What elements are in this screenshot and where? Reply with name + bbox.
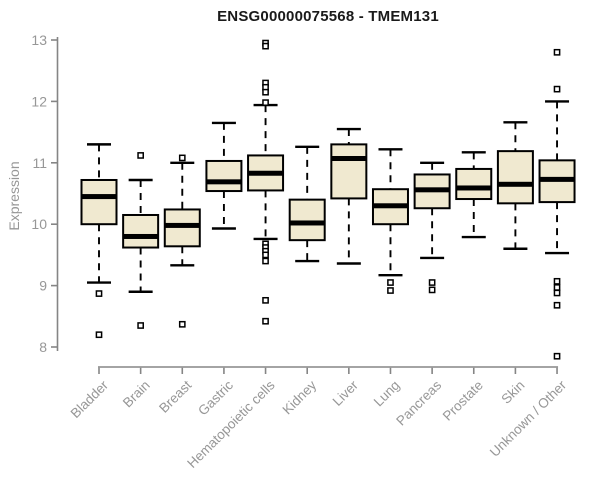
median-bar <box>372 203 408 209</box>
outlier-point <box>553 48 561 56</box>
y-tick-label: 12 <box>31 93 47 109</box>
outlier-point <box>137 322 144 329</box>
iqr-box <box>80 178 118 226</box>
outlier-point <box>553 85 561 93</box>
median-bar <box>456 185 492 191</box>
median-bar <box>81 194 117 200</box>
chart-title: ENSG00000075568 - TMEM131 <box>217 8 439 25</box>
x-tick-label: Gastric <box>195 377 236 418</box>
iqr-box <box>205 159 243 193</box>
median-bar <box>539 176 575 182</box>
x-tick-label: Bladder <box>68 377 112 421</box>
outlier-point <box>553 284 561 291</box>
iqr-box <box>122 213 160 249</box>
x-tick-label: Prostate <box>440 378 486 424</box>
iqr-box <box>330 143 368 200</box>
box-group-bladder: Bladder <box>68 143 118 421</box>
outlier-point <box>553 352 561 360</box>
box-group-lung: Lung <box>371 148 409 410</box>
iqr-box <box>496 150 534 205</box>
median-bar <box>206 179 242 185</box>
median-bar <box>248 170 284 176</box>
outlier-point <box>387 287 394 294</box>
outlier-point <box>428 286 436 294</box>
outlier-point <box>428 279 436 286</box>
outlier-point <box>262 317 269 325</box>
median-bar <box>414 187 450 193</box>
iqr-box <box>288 198 326 242</box>
y-tick-label: 10 <box>31 216 47 232</box>
x-tick-label: Skin <box>498 378 527 407</box>
x-tick-label: Liver <box>330 377 362 409</box>
outlier-point <box>553 289 561 297</box>
outlier-point <box>553 277 561 285</box>
box-group-skin: Skin <box>496 121 534 407</box>
outlier-point <box>553 301 561 309</box>
x-tick-label: Lung <box>371 378 403 410</box>
y-tick-label: 8 <box>39 339 47 355</box>
outlier-point <box>178 320 186 328</box>
outlier-point <box>262 42 269 50</box>
box-group-kidney: Kidney <box>280 145 326 417</box>
median-bar <box>289 220 325 226</box>
y-tick-label: 9 <box>39 278 47 294</box>
x-tick-label: Unknown / Other <box>487 377 570 460</box>
outlier-point <box>95 290 103 297</box>
median-bar <box>123 233 159 239</box>
outlier-point <box>262 88 269 96</box>
median-bar <box>497 181 533 187</box>
x-tick-label: Brain <box>120 378 153 411</box>
median-bar <box>331 156 367 162</box>
box-group-breast: Breast <box>156 154 201 416</box>
x-tick-label: Breast <box>156 377 194 415</box>
y-tick-label: 11 <box>32 155 47 171</box>
outlier-point <box>262 99 269 106</box>
outlier-point <box>262 251 269 259</box>
outlier-point <box>137 152 144 159</box>
outlier-point <box>262 257 269 265</box>
outlier-point <box>262 296 269 304</box>
outlier-point <box>178 154 186 162</box>
median-bar <box>164 222 200 228</box>
x-tick-label: Pancreas <box>393 377 444 428</box>
box-group-brain: Brain <box>120 152 160 411</box>
y-tick-label: 13 <box>31 32 47 48</box>
x-tick-label: Kidney <box>280 377 320 417</box>
outlier-point <box>387 279 394 286</box>
box-group-gastric: Gastric <box>195 121 243 418</box>
iqr-box <box>455 167 493 201</box>
outlier-point <box>95 331 103 339</box>
